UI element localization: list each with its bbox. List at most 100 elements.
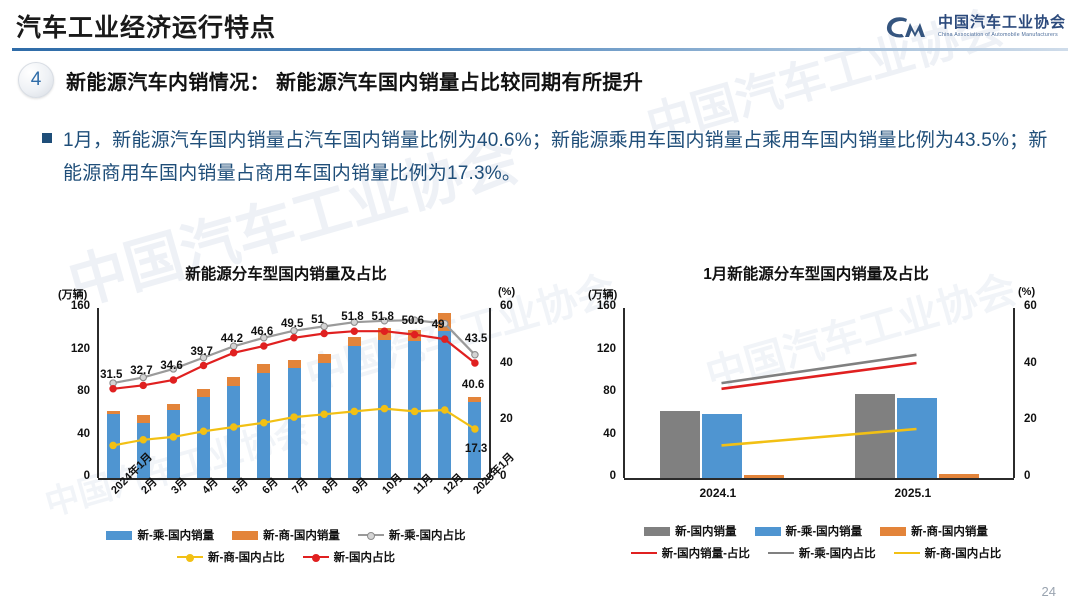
section-number-badge: 4 <box>18 62 54 98</box>
bar-orange <box>347 336 361 347</box>
y-tick-right: 60 <box>1024 300 1037 312</box>
line-marker <box>199 361 208 370</box>
caam-logo-icon <box>886 17 925 38</box>
y-tick-left: 160 <box>596 300 616 312</box>
bar-blue <box>468 401 482 478</box>
y-tick-right: 40 <box>500 356 513 369</box>
data-label: 51.8 <box>341 311 364 324</box>
line-marker <box>410 316 419 324</box>
line-marker <box>260 419 268 427</box>
chart-right-y2unit: (%) <box>1018 286 1036 298</box>
legend-label: 新-国内占比 <box>333 552 395 564</box>
chart-title-right: 1月新能源分车型国内销量及占比 <box>703 266 929 283</box>
chart-left-yunit: (万辆) <box>58 289 88 301</box>
line-marker <box>229 423 238 431</box>
chart-title-left: 新能源分车型国内销量及占比 <box>185 266 387 283</box>
legend-item[interactable]: 新-商-国内销量 <box>232 527 340 543</box>
data-label: 40.6 <box>461 378 485 391</box>
x-axis-label: 2025.1 <box>894 486 932 500</box>
line-marker <box>169 376 178 384</box>
line-marker <box>139 436 147 444</box>
y-tick-left: 40 <box>77 427 90 440</box>
y-tick-right: 20 <box>1024 413 1037 426</box>
line-marker <box>290 413 298 421</box>
legend-label: 新-乘-国内占比 <box>388 530 466 542</box>
line-marker <box>350 407 359 416</box>
line-marker <box>380 317 389 325</box>
y-tick-right: 0 <box>1024 470 1031 482</box>
legend-line-key <box>893 549 920 558</box>
legend-line-key <box>357 531 384 540</box>
header-divider <box>12 48 1068 51</box>
y-tick-right: 40 <box>1024 356 1037 369</box>
bar-blue <box>197 397 211 478</box>
legend-swatch <box>644 526 671 536</box>
y-tick-right: 20 <box>500 413 513 426</box>
legend-item[interactable]: 新-商-国内占比 <box>176 549 285 565</box>
legend-line-key <box>302 553 329 562</box>
line-marker <box>199 427 208 436</box>
legend-item[interactable]: 新-乘-国内占比 <box>357 527 466 543</box>
x-axis-label: 2024.1 <box>699 486 737 500</box>
bar-blue <box>136 422 150 478</box>
bar-blue <box>166 410 180 478</box>
y-tick-right: 0 <box>500 470 507 482</box>
line-marker <box>320 322 328 331</box>
line-marker <box>380 404 389 413</box>
bar-orange <box>197 388 211 398</box>
legend-item[interactable]: 新-国内销量-占比 <box>630 545 750 561</box>
data-label: 51.8 <box>371 311 394 324</box>
line-marker <box>169 433 178 441</box>
bullet-text: 1月，新能源汽车国内销量占汽车国内销量比例为40.6%；新能源乘用车国内销量占乘… <box>63 130 1048 185</box>
bar-blue <box>287 367 301 478</box>
y-tick-left: 80 <box>603 385 616 397</box>
y-tick-left: 80 <box>77 385 90 397</box>
line-marker <box>260 342 268 350</box>
legend-line-key <box>176 553 203 562</box>
line-marker <box>290 333 298 342</box>
line-marker <box>109 441 117 450</box>
section-title: 新能源汽车内销情况： 新能源汽车国内销量占比较同期有所提升 <box>66 71 644 94</box>
line-marker <box>410 330 419 339</box>
legend-label: 新-商-国内占比 <box>207 552 285 564</box>
line-marker <box>441 406 449 414</box>
logo-text-cn: 中国汽车工业协会 <box>937 14 1066 32</box>
legend-item[interactable]: 新-乘-国内占比 <box>767 545 876 561</box>
legend-item[interactable]: 新-乘-国内销量 <box>754 523 862 539</box>
data-label: 43.5 <box>464 332 488 345</box>
logo-text-en: China Association of Automobile Manufact… <box>937 32 1058 39</box>
bar-orange <box>743 474 784 478</box>
y-tick-left: 0 <box>609 470 616 482</box>
legend-item[interactable]: 新-国内占比 <box>302 549 395 565</box>
bar-blue <box>438 331 452 478</box>
legend-item[interactable]: 新-国内销量 <box>644 523 737 539</box>
data-label: 46.6 <box>250 325 274 338</box>
line-marker <box>320 329 328 338</box>
line-marker <box>471 350 479 359</box>
line-marker <box>441 335 449 343</box>
y-tick-left: 120 <box>596 342 616 355</box>
bar-blue <box>701 414 742 478</box>
legend-line-key <box>630 549 657 558</box>
y-axis-left <box>97 308 99 478</box>
line-marker <box>229 349 238 357</box>
legend-swatch <box>880 526 907 536</box>
y-axis-left <box>623 308 625 478</box>
data-label: 39.7 <box>190 345 213 358</box>
legend-label: 新-国内销量-占比 <box>661 548 750 560</box>
legend-item[interactable]: 新-乘-国内销量 <box>106 527 214 543</box>
bar-blue <box>227 385 241 478</box>
chart-panel-january: 1月新能源分车型国内销量及占比 (万辆) (%) 0 40 80 120 160 0 20 4… <box>566 262 1066 592</box>
bar-orange <box>287 360 301 368</box>
line-marker <box>260 333 268 342</box>
line-marker <box>410 407 419 416</box>
data-label: 31.5 <box>100 368 123 381</box>
section-heading: 4 新能源汽车内销情况： 新能源汽车国内销量占比较同期有所提升 <box>18 62 643 98</box>
bar-blue <box>896 398 937 478</box>
bar-gray <box>854 394 895 478</box>
legend-item[interactable]: 新-商-国内占比 <box>893 545 1001 561</box>
bar-orange <box>938 473 979 478</box>
bar-orange <box>166 403 180 410</box>
legend-item[interactable]: 新-商-国内销量 <box>880 523 988 539</box>
legend-swatch <box>106 530 133 540</box>
